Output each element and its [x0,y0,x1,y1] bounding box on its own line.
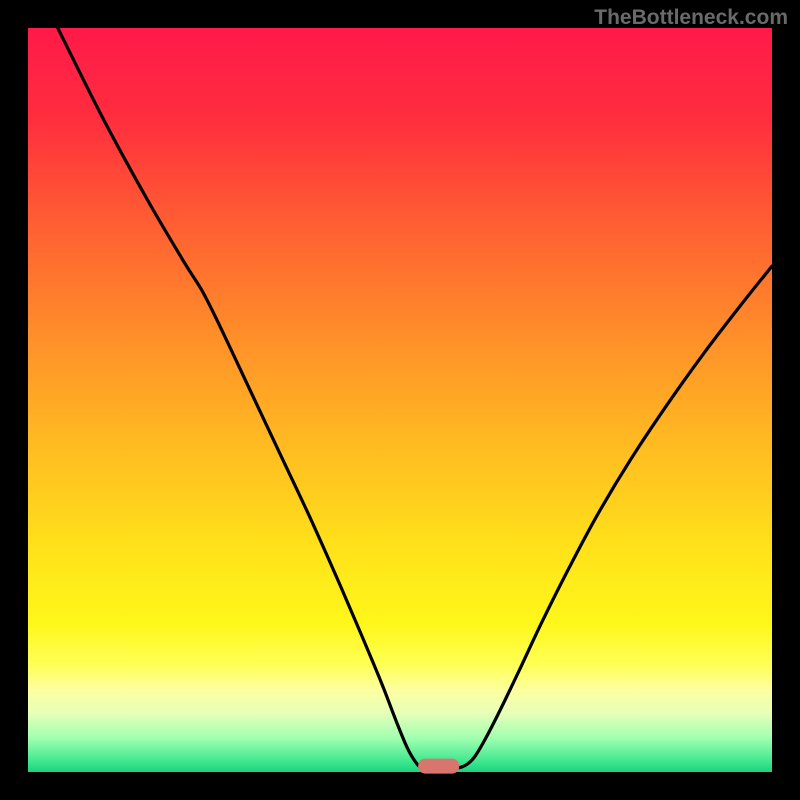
bottleneck-curve [58,28,772,769]
bottleneck-marker [418,759,460,774]
watermark-text: TheBottleneck.com [594,6,788,30]
plot-area [28,28,772,772]
curve-svg [28,28,772,772]
